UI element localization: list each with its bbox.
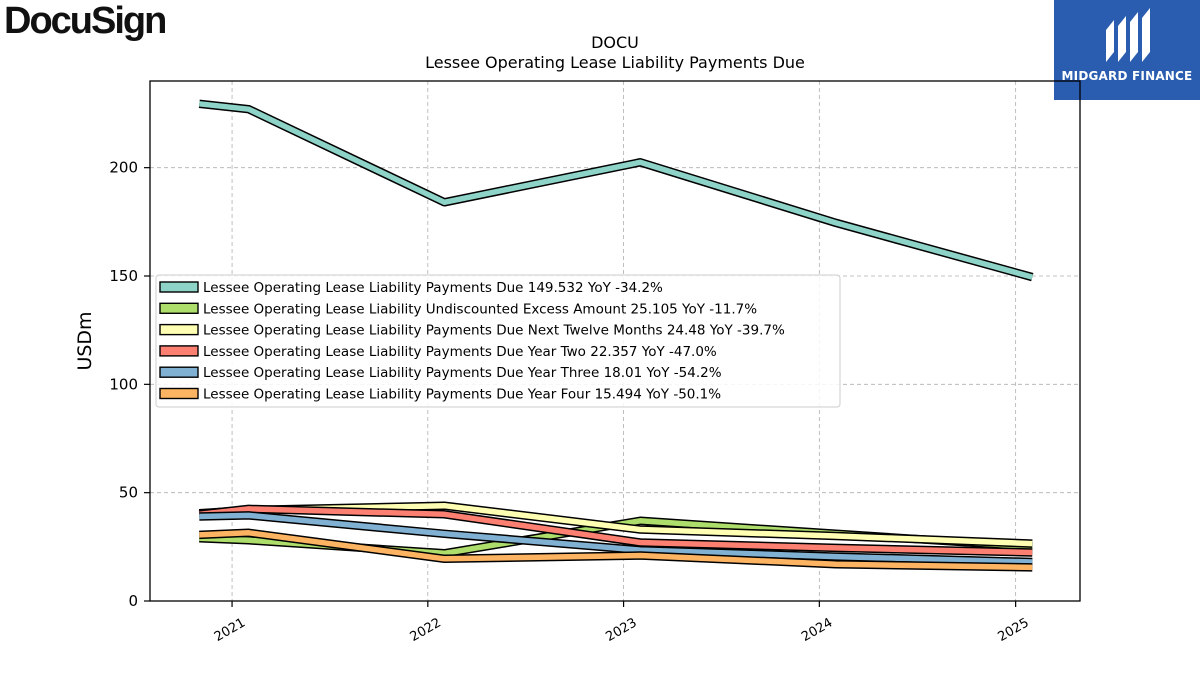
x-tick-label: 2021 (212, 615, 248, 645)
y-tick-label: 100 (109, 375, 138, 393)
series-line-4 (199, 512, 1033, 565)
y-tick-label: 200 (109, 159, 138, 177)
legend: Lessee Operating Lease Liability Payment… (155, 274, 841, 408)
y-tick-label: 50 (119, 484, 138, 502)
legend-label-5: Lessee Operating Lease Liability Payment… (203, 387, 721, 403)
plot-frame (149, 80, 1081, 602)
x-tick-label: 2023 (603, 615, 639, 645)
x-tick-label: 2024 (799, 615, 835, 645)
series-layer (198, 99, 1034, 572)
x-tick-label: 2025 (995, 615, 1031, 645)
y-tick-label: 150 (109, 267, 138, 285)
legend-swatch-0 (159, 281, 199, 293)
y-tick-label: 0 (128, 592, 138, 610)
chart-title: DOCU (591, 33, 639, 52)
brand-badge-label: MIDGARD FINANCE (1061, 69, 1193, 83)
brand-badge: MIDGARD FINANCE (1054, 0, 1200, 100)
series-line-0 (199, 101, 1034, 280)
x-tick-label: 2022 (408, 615, 444, 645)
series-line-outline-0 (198, 99, 1034, 282)
series-line-3 (199, 506, 1033, 556)
legend-label-2: Lessee Operating Lease Liability Payment… (203, 323, 785, 339)
chart-subtitle: Lessee Operating Lease Liability Payment… (425, 53, 805, 72)
legend-swatch-4 (159, 366, 199, 378)
legend-swatch-3 (159, 345, 199, 357)
legend-box (155, 274, 841, 408)
legend-swatch-5 (159, 387, 199, 400)
legend-label-1: Lessee Operating Lease Liability Undisco… (203, 301, 757, 317)
company-logo: DocuSign (4, 0, 167, 42)
legend-label-4: Lessee Operating Lease Liability Payment… (203, 365, 722, 381)
legend-swatch-2 (159, 323, 199, 336)
series-line-5 (199, 530, 1033, 571)
legend-label-3: Lessee Operating Lease Liability Payment… (203, 344, 717, 360)
y-axis-label: USDm (74, 311, 96, 370)
legend-label-0: Lessee Operating Lease Liability Payment… (203, 280, 663, 296)
legend-swatch-1 (159, 302, 199, 314)
brand-badge-icon (1106, 8, 1150, 62)
